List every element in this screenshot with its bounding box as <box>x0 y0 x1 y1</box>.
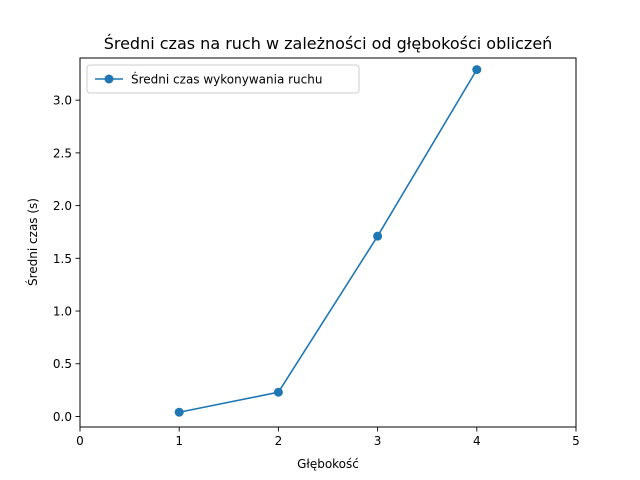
data-point <box>373 231 383 241</box>
x-tick-label: 3 <box>374 434 382 448</box>
x-tick-label: 5 <box>572 434 580 448</box>
x-tick-label: 1 <box>175 434 183 448</box>
y-tick-label: 0.5 <box>53 357 72 371</box>
data-point <box>472 65 482 75</box>
legend-label: Średni czas wykonywania ruchu <box>131 72 322 87</box>
y-tick-label: 2.5 <box>53 146 72 160</box>
legend-marker-swatch <box>104 74 114 84</box>
legend: Średni czas wykonywania ruchu <box>86 64 360 94</box>
y-tick-label: 3.0 <box>53 94 72 108</box>
y-tick-label: 1.0 <box>53 305 72 319</box>
plot-area <box>174 65 482 417</box>
x-tick-label: 0 <box>76 434 84 448</box>
data-point <box>273 387 283 397</box>
chart-title: Średni czas na ruch w zależności od głęb… <box>104 34 553 53</box>
x-tick-label: 2 <box>275 434 283 448</box>
x-axis: 0 1 2 3 4 5 <box>76 427 580 448</box>
y-axis: 0.0 0.5 1.0 1.5 2.0 2.5 3.0 <box>53 94 80 424</box>
x-axis-label: Głębokość <box>297 457 359 471</box>
y-tick-label: 2.0 <box>53 199 72 213</box>
x-tick-label: 4 <box>473 434 481 448</box>
y-axis-label: Średni czas (s) <box>25 198 40 286</box>
data-point <box>174 407 184 417</box>
y-tick-label: 0.0 <box>53 410 72 424</box>
series-line <box>179 69 478 414</box>
y-tick-label: 1.5 <box>53 252 72 266</box>
legend-box <box>86 64 360 94</box>
axes-frame <box>79 57 577 428</box>
